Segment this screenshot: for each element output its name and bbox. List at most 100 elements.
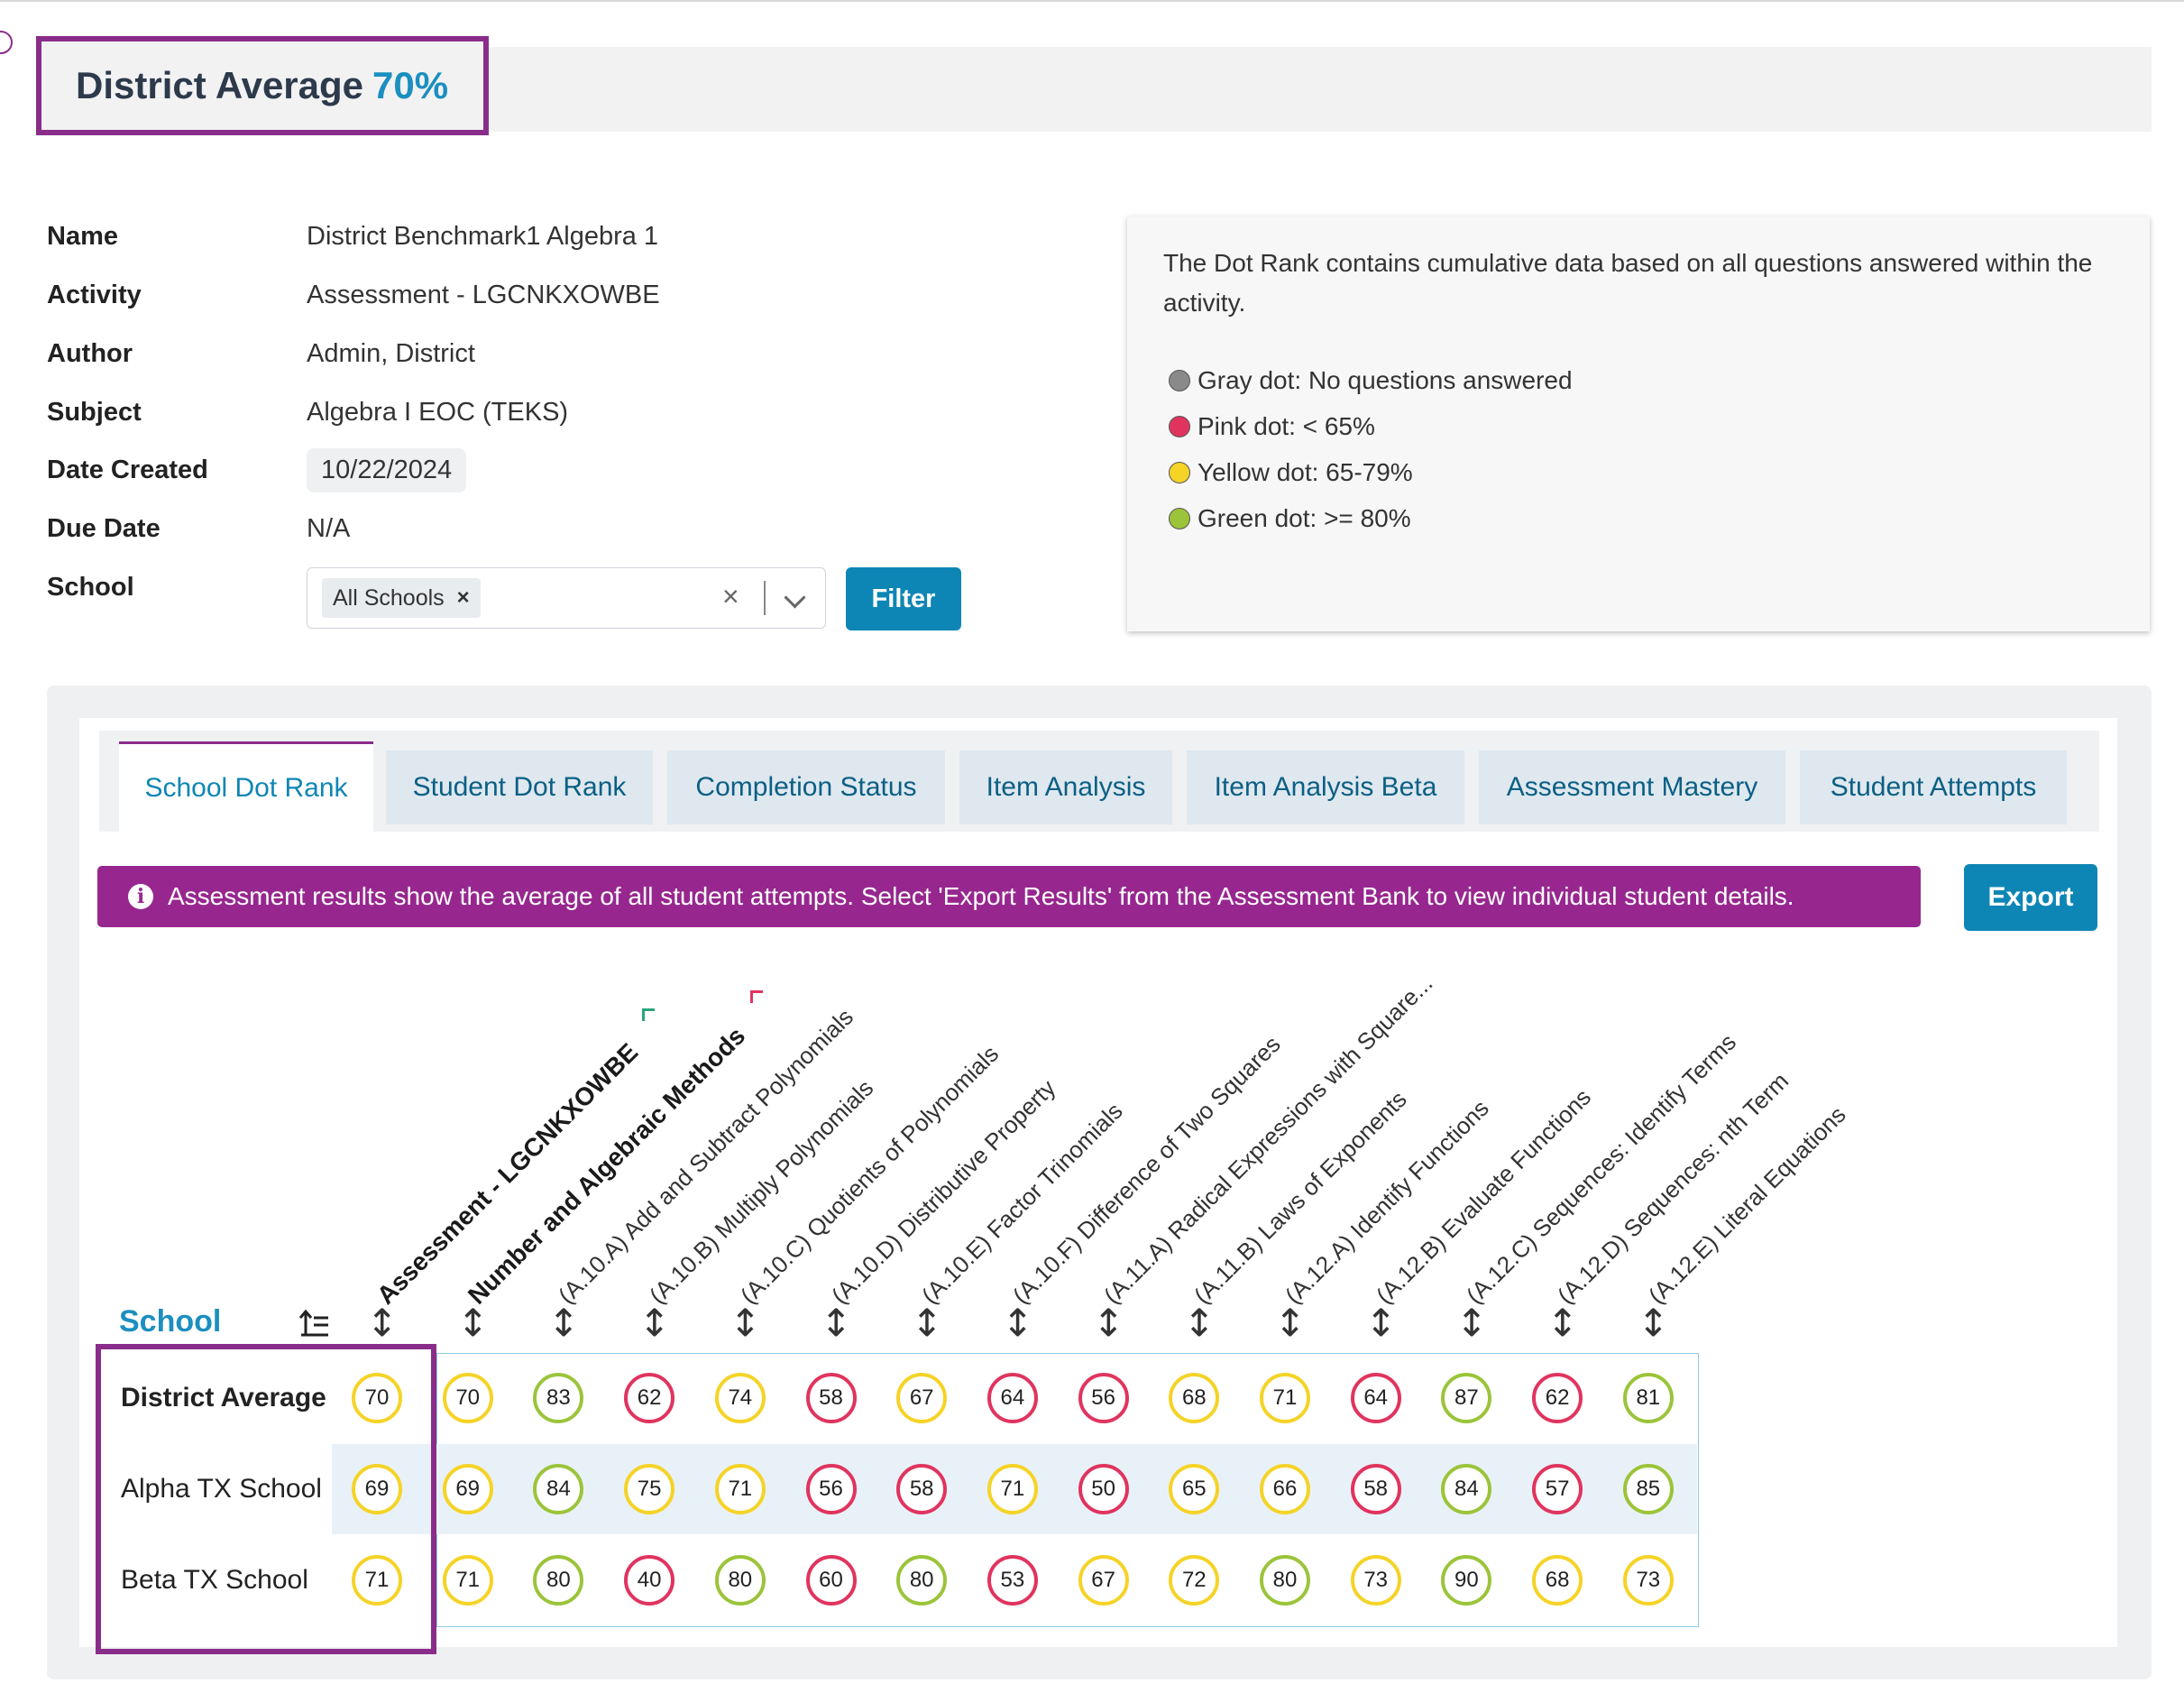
tab-student-dot-rank[interactable]: Student Dot Rank	[386, 750, 653, 824]
sort-arrows-icon[interactable]: ↕	[820, 1301, 852, 1345]
remove-chip-icon[interactable]: ×	[456, 585, 470, 610]
dot-rank-dot[interactable]: 68	[1169, 1373, 1220, 1423]
info-row-subject: Subject Algebra I EOC (TEKS)	[47, 385, 568, 439]
legend-dot-icon	[1169, 507, 1190, 529]
sort-icon[interactable]	[299, 1310, 330, 1337]
dot-rank-dot[interactable]: 73	[1622, 1555, 1674, 1606]
dot-rank-dot[interactable]: 62	[624, 1373, 675, 1423]
sort-arrows-icon[interactable]: ↕	[366, 1301, 399, 1345]
dot-rank-dot[interactable]: 60	[805, 1555, 857, 1606]
clear-icon[interactable]: ×	[722, 580, 739, 612]
sort-arrows-icon[interactable]: ↕	[729, 1301, 761, 1345]
sort-arrows-icon[interactable]: ↕	[547, 1301, 580, 1345]
tab-school-dot-rank[interactable]: School Dot Rank	[119, 741, 373, 832]
dot-rank-legend: The Dot Rank contains cumulative data ba…	[1127, 216, 2150, 631]
date-created-label: Date Created	[47, 455, 208, 484]
dot-rank-dot[interactable]: 56	[805, 1464, 857, 1514]
tab-student-attempts[interactable]: Student Attempts	[1800, 750, 2067, 824]
sort-arrows-icon[interactable]: ↕	[1001, 1301, 1034, 1345]
tab-assessment-mastery[interactable]: Assessment Mastery	[1479, 750, 1785, 824]
dot-rank-dot[interactable]: 58	[805, 1373, 857, 1423]
legend-description: The Dot Rank contains cumulative data ba…	[1163, 249, 2093, 317]
chevron-down-icon[interactable]	[784, 586, 806, 609]
collapse-icon[interactable]	[0, 31, 13, 54]
school-select[interactable]: All Schools × ×	[307, 567, 826, 629]
dot-rank-dot[interactable]: 40	[624, 1555, 675, 1606]
dot-rank-dot[interactable]: 71	[1260, 1373, 1310, 1423]
dot-rank-dot[interactable]: 81	[1622, 1373, 1674, 1423]
dot-rank-dot[interactable]: 50	[1078, 1464, 1129, 1514]
sort-arrows-icon[interactable]: ↕	[1546, 1301, 1579, 1345]
dot-rank-dot[interactable]: 70	[352, 1373, 402, 1423]
dot-rank-dot[interactable]: 72	[1169, 1555, 1220, 1606]
dot-rank-dot[interactable]: 75	[624, 1464, 675, 1514]
tab-item-analysis[interactable]: Item Analysis	[959, 750, 1172, 824]
info-row-name: Name District Benchmark1 Algebra 1	[47, 209, 658, 263]
dot-rank-dot[interactable]: 71	[986, 1464, 1038, 1514]
school-chip: All Schools ×	[322, 578, 481, 618]
dot-rank-dot[interactable]: 64	[986, 1373, 1038, 1423]
export-button[interactable]: Export	[1964, 864, 2097, 931]
school-column-header[interactable]: School	[119, 1304, 222, 1339]
dot-rank-dot[interactable]: 69	[352, 1464, 402, 1514]
info-alert: i Assessment results show the average of…	[97, 866, 1921, 927]
subject-value: Algebra I EOC (TEKS)	[307, 397, 569, 427]
tab-completion-status[interactable]: Completion Status	[667, 750, 945, 824]
dot-rank-dot[interactable]: 87	[1441, 1373, 1492, 1423]
column-flag-icon	[750, 990, 763, 1003]
page-title: District Average	[76, 64, 364, 106]
tab-item-analysis-beta[interactable]: Item Analysis Beta	[1187, 750, 1464, 824]
dot-rank-dot[interactable]: 74	[714, 1373, 766, 1423]
dot-rank-dot[interactable]: 58	[1350, 1464, 1401, 1514]
legend-dot-icon	[1169, 415, 1190, 437]
dot-rank-dot[interactable]: 69	[442, 1464, 493, 1514]
dot-rank-dot[interactable]: 73	[1350, 1555, 1401, 1606]
sort-arrows-icon[interactable]: ↕	[638, 1301, 671, 1345]
dot-rank-dot[interactable]: 83	[533, 1373, 584, 1423]
sort-arrows-icon[interactable]: ↕	[1637, 1301, 1669, 1345]
sort-arrows-icon[interactable]: ↕	[456, 1301, 489, 1345]
dot-rank-dot[interactable]: 71	[352, 1555, 402, 1606]
sort-arrows-icon[interactable]: ↕	[911, 1301, 943, 1345]
dot-rank-dot[interactable]: 90	[1441, 1555, 1492, 1606]
sort-arrows-icon[interactable]: ↕	[1455, 1301, 1488, 1345]
dot-rank-dot[interactable]: 56	[1078, 1373, 1129, 1423]
sort-arrows-icon[interactable]: ↕	[1274, 1301, 1307, 1345]
dot-rank-dot[interactable]: 67	[896, 1373, 948, 1423]
info-icon: i	[128, 884, 153, 909]
dot-rank-dot[interactable]: 68	[1532, 1555, 1583, 1606]
activity-value: Assessment - LGCNKXOWBE	[307, 280, 660, 309]
select-separator	[764, 581, 766, 615]
dot-rank-dot[interactable]: 66	[1260, 1464, 1310, 1514]
dot-rank-dot[interactable]: 58	[896, 1464, 948, 1514]
author-label: Author	[47, 338, 133, 368]
annotation-highlight	[96, 1344, 436, 1654]
legend-item: Yellow dot: 65-79%	[1169, 449, 2114, 495]
sort-arrows-icon[interactable]: ↕	[1092, 1301, 1124, 1345]
dot-rank-dot[interactable]: 67	[1078, 1555, 1129, 1606]
dot-rank-dot[interactable]: 71	[714, 1464, 766, 1514]
dot-rank-dot[interactable]: 64	[1350, 1373, 1401, 1423]
dot-rank-dot[interactable]: 85	[1622, 1464, 1674, 1514]
sort-arrows-icon[interactable]: ↕	[1364, 1301, 1397, 1345]
legend-item-label: Yellow dot: 65-79%	[1198, 457, 1413, 486]
info-row-author: Author Admin, District	[47, 327, 475, 381]
sort-arrows-icon[interactable]: ↕	[1183, 1301, 1216, 1345]
dot-rank-dot[interactable]: 65	[1169, 1464, 1220, 1514]
dot-rank-dot[interactable]: 84	[1441, 1464, 1492, 1514]
dot-rank-dot[interactable]: 62	[1532, 1373, 1583, 1423]
dot-rank-dot[interactable]: 70	[442, 1373, 493, 1423]
school-label: School	[47, 572, 134, 602]
legend-item-label: Gray dot: No questions answered	[1198, 365, 1573, 394]
dot-rank-dot[interactable]: 53	[986, 1555, 1038, 1606]
dot-rank-dot[interactable]: 71	[442, 1555, 493, 1606]
legend-dot-icon	[1169, 461, 1190, 483]
dot-rank-dot[interactable]: 80	[714, 1555, 766, 1606]
dot-rank-dot[interactable]: 57	[1532, 1464, 1583, 1514]
dot-rank-dot[interactable]: 80	[896, 1555, 948, 1606]
dot-rank-dot[interactable]: 84	[533, 1464, 584, 1514]
dot-rank-dot[interactable]: 80	[1260, 1555, 1310, 1606]
dot-rank-dot[interactable]: 80	[533, 1555, 584, 1606]
legend-item-label: Pink dot: < 65%	[1198, 411, 1375, 440]
filter-button[interactable]: Filter	[846, 567, 961, 630]
